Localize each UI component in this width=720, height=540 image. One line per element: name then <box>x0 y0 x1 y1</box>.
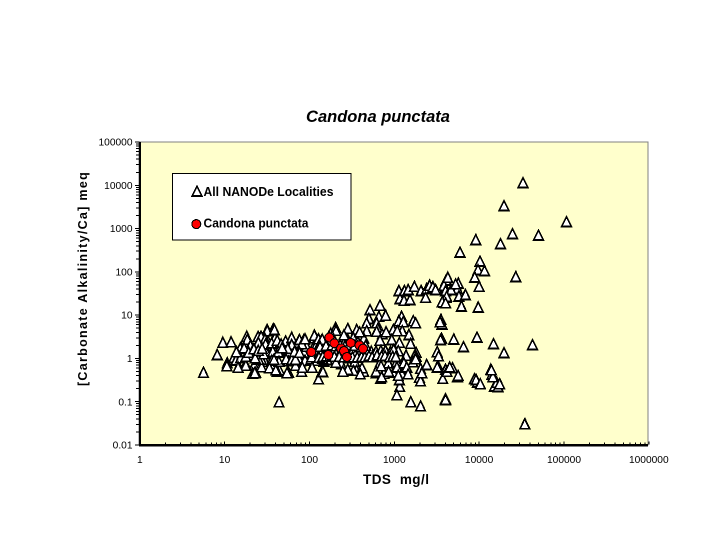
svg-text:1000: 1000 <box>110 224 133 235</box>
svg-text:100: 100 <box>116 268 133 279</box>
svg-text:Candona punctata: Candona punctata <box>204 217 310 231</box>
svg-text:100000: 100000 <box>547 455 581 466</box>
svg-text:1000000: 1000000 <box>629 455 669 466</box>
svg-text:TDS mg/l: TDS mg/l <box>363 472 429 487</box>
svg-text:1: 1 <box>137 455 143 466</box>
svg-text:10000: 10000 <box>465 455 494 466</box>
svg-text:100000: 100000 <box>99 138 133 149</box>
svg-text:0.1: 0.1 <box>118 397 132 408</box>
svg-text:100: 100 <box>301 455 318 466</box>
svg-text:10000: 10000 <box>104 181 133 192</box>
svg-text:10: 10 <box>121 311 133 322</box>
svg-text:All NANODe Localities: All NANODe Localities <box>204 185 334 199</box>
svg-text:1: 1 <box>127 354 133 365</box>
svg-text:[Carbonate Alkalinity/Ca] meq: [Carbonate Alkalinity/Ca] meq <box>76 171 90 386</box>
svg-text:1000: 1000 <box>383 455 406 466</box>
svg-text:0.01: 0.01 <box>113 441 133 452</box>
svg-text:10: 10 <box>219 455 231 466</box>
svg-text:Candona punctata: Candona punctata <box>306 108 450 126</box>
